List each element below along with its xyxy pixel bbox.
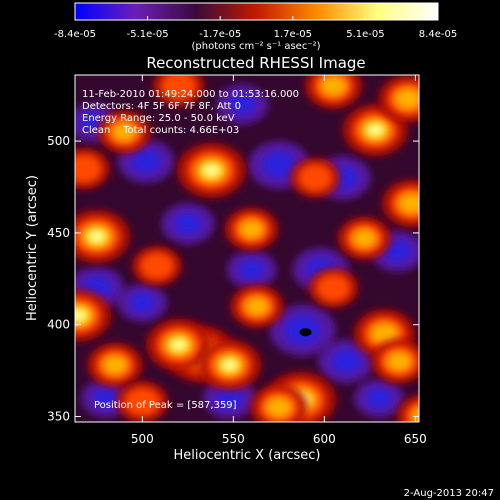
cold-core bbox=[331, 349, 362, 374]
colorbar-tick-label: -5.1e-05 bbox=[127, 29, 169, 40]
cold-core bbox=[129, 292, 156, 313]
emission-bright bbox=[351, 228, 377, 249]
colorbar-ticks: -8.4e-05 -5.1e-05 -1.7e-05 1.7e-05 5.1e-05 8.… bbox=[54, 16, 457, 40]
y-tick-label: 400 bbox=[47, 318, 70, 332]
cold-core bbox=[93, 388, 119, 409]
emission-bright bbox=[320, 75, 347, 97]
emission-region bbox=[75, 153, 103, 184]
cold-core bbox=[229, 93, 256, 115]
cold-core bbox=[262, 151, 296, 179]
emission-core bbox=[366, 123, 385, 138]
emission-core bbox=[87, 229, 107, 244]
colorbar-tick-label: 1.7e-05 bbox=[274, 29, 312, 40]
colorbar-frame bbox=[74, 2, 439, 21]
x-tick-label: 550 bbox=[222, 432, 245, 446]
annotation-time-range: 11-Feb-2010 01:49:24.000 to 01:53:16.000 bbox=[82, 89, 299, 100]
emission-bright bbox=[394, 87, 419, 110]
annotation-block: 11-Feb-2010 01:49:24.000 to 01:53:16.000… bbox=[82, 89, 299, 136]
emission-core bbox=[201, 163, 222, 178]
emission-bright bbox=[244, 296, 270, 317]
emission-bright bbox=[102, 354, 129, 376]
emission-bright bbox=[385, 351, 412, 372]
emission-bright bbox=[397, 192, 419, 215]
emission-region bbox=[160, 75, 197, 101]
y-tick-label: 500 bbox=[47, 134, 70, 148]
colorbar-tick-label: -8.4e-05 bbox=[54, 29, 96, 40]
emission-region bbox=[404, 401, 419, 422]
emission-bright bbox=[111, 122, 137, 142]
y-axis-label: Heliocentric Y (arcsec) bbox=[25, 175, 40, 321]
emission-bright bbox=[239, 219, 265, 240]
colorbar bbox=[75, 3, 438, 20]
chart-title: Reconstructed RHESSI Image bbox=[146, 54, 365, 72]
cold-core bbox=[366, 388, 392, 409]
x-tick-label: 600 bbox=[313, 432, 336, 446]
emission-bright bbox=[370, 322, 399, 346]
emission-region bbox=[315, 273, 351, 303]
emission-bright bbox=[265, 396, 293, 418]
y-tick-label: 450 bbox=[47, 226, 70, 240]
x-axis: 500 550 600 650 bbox=[131, 75, 427, 446]
emission-core bbox=[75, 308, 88, 323]
cold-core bbox=[174, 212, 202, 235]
cold-core bbox=[238, 259, 265, 280]
cold-core bbox=[383, 240, 411, 263]
colorbar-tick-label: 5.1e-05 bbox=[346, 29, 384, 40]
y-tick-label: 350 bbox=[47, 409, 70, 423]
emission-region bbox=[297, 163, 333, 192]
timestamp: 2-Aug-2013 20:47 bbox=[404, 488, 494, 499]
colorbar-tick-label: -1.7e-05 bbox=[199, 29, 241, 40]
plot-frame bbox=[74, 74, 420, 423]
minimum-spot bbox=[299, 328, 312, 337]
annotation-detectors: Detectors: 4F 5F 6F 7F 8F, Att 0 bbox=[82, 101, 241, 112]
emission-region bbox=[124, 387, 161, 417]
x-axis-label: Heliocentric X (arcsec) bbox=[174, 448, 321, 463]
peak-position-label: Position of Peak = [587,359] bbox=[94, 400, 237, 411]
emission-core bbox=[220, 358, 239, 372]
colorbar-tick-label: 8.4e-05 bbox=[419, 29, 457, 40]
cold-core bbox=[131, 149, 161, 174]
image-layer bbox=[75, 75, 419, 422]
x-tick-label: 650 bbox=[404, 432, 427, 446]
annotation-energy-range: Energy Range: 25.0 - 50.0 keV bbox=[82, 113, 235, 124]
x-tick-label: 500 bbox=[131, 432, 154, 446]
annotation-clean-counts: Clean Total counts: 4.66E+03 bbox=[82, 125, 239, 136]
emission-region bbox=[139, 251, 175, 281]
colorbar-unit-label: (photons cm⁻² s⁻¹ asec⁻²) bbox=[191, 41, 320, 52]
cold-core bbox=[215, 387, 244, 410]
emission-bright bbox=[411, 407, 419, 422]
emission-core bbox=[169, 337, 188, 352]
y-axis: 350 400 450 500 bbox=[47, 134, 419, 423]
